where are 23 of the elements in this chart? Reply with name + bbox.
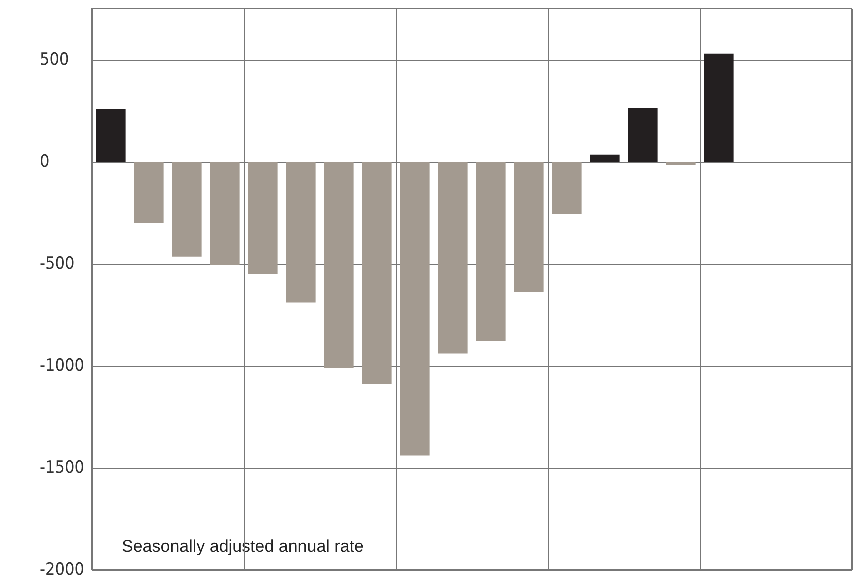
bar	[248, 162, 278, 274]
bar	[552, 162, 582, 214]
bar	[134, 162, 164, 224]
bar	[704, 54, 734, 162]
bar	[172, 162, 202, 257]
y-tick-label: 0	[40, 152, 50, 172]
y-tick-label: -2000	[40, 560, 84, 580]
bar	[286, 162, 316, 303]
bar	[362, 162, 392, 384]
bar	[666, 162, 696, 166]
bar	[438, 162, 468, 354]
bar	[324, 162, 354, 368]
y-tick-label: -500	[40, 254, 75, 274]
y-tick-label: -1000	[40, 356, 84, 376]
bar	[400, 162, 430, 456]
bar	[628, 108, 658, 162]
bar	[210, 162, 240, 266]
bar	[514, 162, 544, 293]
bar	[590, 154, 620, 162]
y-tick-label: -1500	[40, 458, 84, 478]
bar	[476, 162, 506, 342]
y-tick-label: 500	[40, 50, 70, 70]
bar	[96, 108, 126, 162]
